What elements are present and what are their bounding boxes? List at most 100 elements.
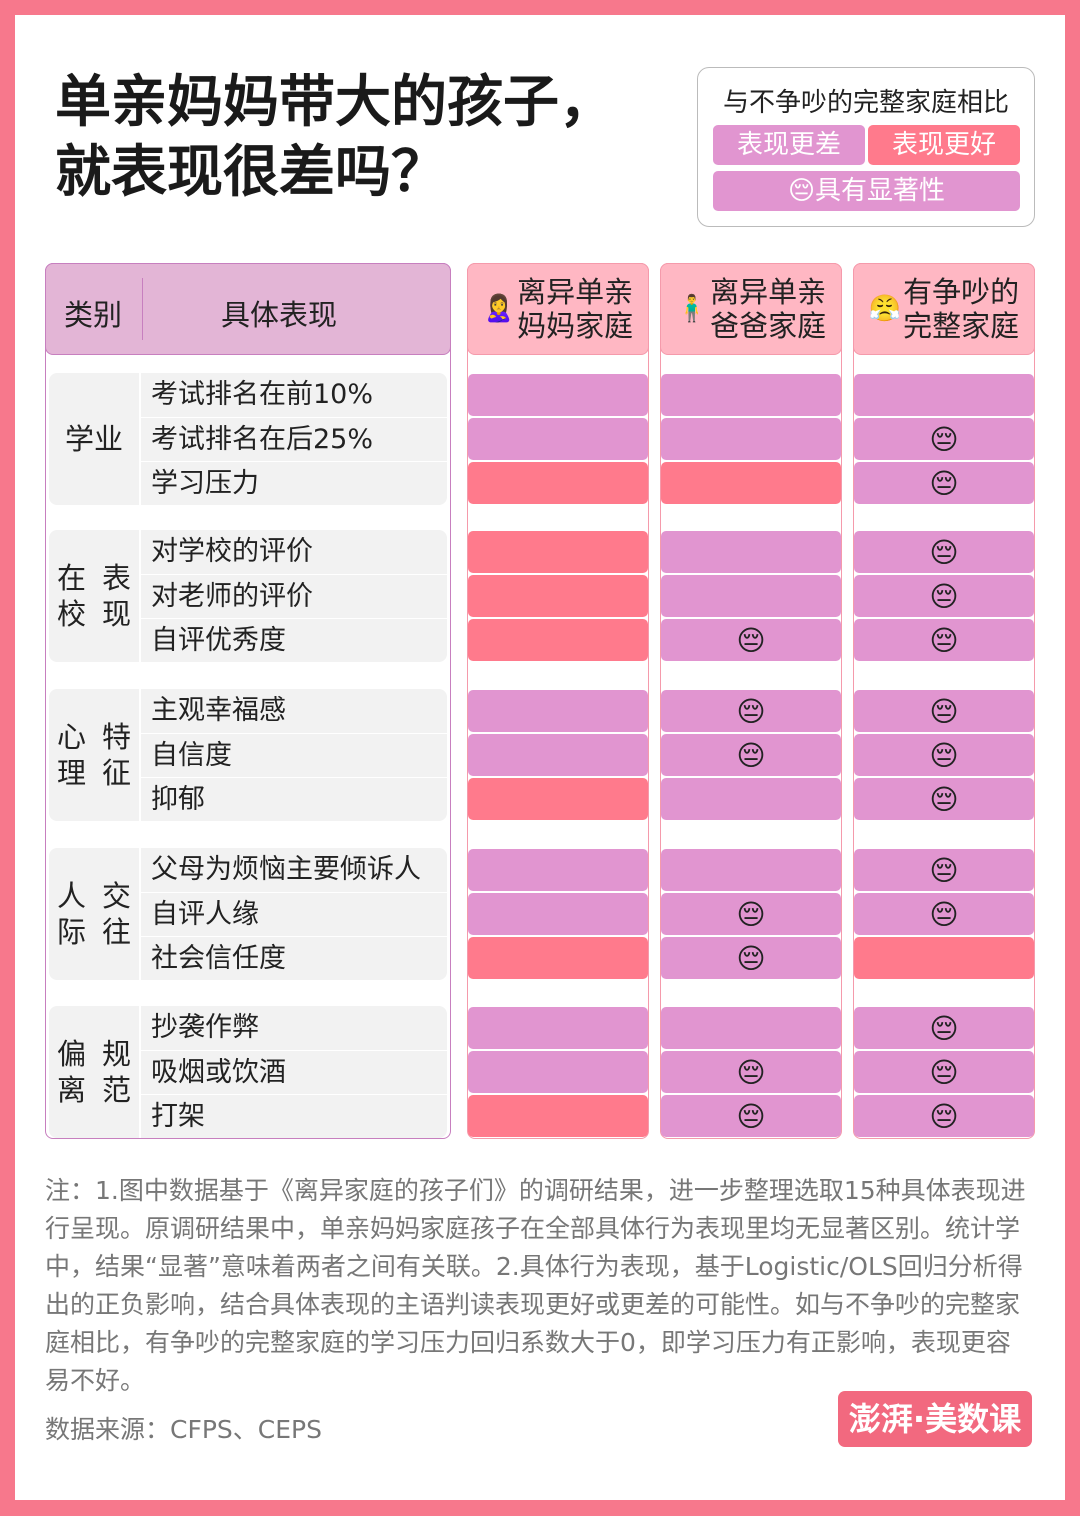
column-header: 😤 有争吵的 完整家庭 <box>853 263 1035 355</box>
pensive-face-icon: 😔 <box>929 897 959 931</box>
table-cell-worse: 😔 <box>854 1051 1034 1093</box>
category-divider <box>139 689 141 821</box>
table-cell-worse: 😔 <box>854 462 1034 504</box>
table-cell-worse: 😔 <box>854 690 1034 732</box>
table-cell-worse: 😔 <box>854 619 1034 661</box>
title-line: 单亲妈妈带大的孩子， <box>55 70 615 135</box>
pensive-face-icon: 😔 <box>929 1055 959 1089</box>
table-cell-worse <box>661 418 841 460</box>
table-cell-worse <box>468 1007 648 1049</box>
column-label-line: 离异单亲 <box>710 275 827 309</box>
column-emoji-icon: 🧍‍♂️ <box>675 294 709 324</box>
item-label: 对老师的评价 <box>141 574 447 618</box>
table-cell-better <box>468 619 648 661</box>
table-cell-worse <box>468 893 648 935</box>
column-label: 离异单亲 妈妈家庭 <box>517 275 633 343</box>
table-cell-worse: 😔 <box>854 778 1034 820</box>
item-label: 打架 <box>141 1094 447 1138</box>
item-label: 学习压力 <box>141 461 447 505</box>
pensive-face-icon: 😔 <box>929 422 959 456</box>
category-label: 人际 交往 <box>56 879 131 949</box>
table-cell-worse: 😔 <box>854 849 1034 891</box>
table-cell-worse: 😔 <box>854 531 1034 573</box>
table-cell-worse <box>468 849 648 891</box>
column-emoji-icon: 😤 <box>868 294 902 324</box>
legend-worse: 表现更差 <box>713 125 865 165</box>
category-divider <box>139 1006 141 1138</box>
legend-title: 与不争吵的完整家庭相比 <box>722 88 1009 118</box>
item-label: 吸烟或饮酒 <box>141 1050 447 1094</box>
category-divider <box>139 530 141 662</box>
legend-significant: 😔具有显著性 <box>713 171 1020 211</box>
table-cell-worse <box>468 1051 648 1093</box>
table-cell-worse: 😔 <box>854 575 1034 617</box>
item-label: 父母为烦恼主要倾诉人 <box>151 854 421 885</box>
pensive-face-icon: 😔 <box>929 853 959 887</box>
brand-logo: 澎湃·美数课 <box>838 1391 1032 1447</box>
table-cell-worse <box>661 849 841 891</box>
table-cell-worse: 😔 <box>854 1095 1034 1137</box>
table-cell-worse: 😔 <box>661 1095 841 1137</box>
category-label: 在校 表现 <box>56 561 131 631</box>
table-cell-worse: 😔 <box>661 734 841 776</box>
pensive-face-icon: 😔 <box>736 941 766 975</box>
data-source: 数据来源：CFPS、CEPS <box>45 1415 322 1444</box>
category-label: 学业 <box>64 422 123 456</box>
table-cell-better <box>468 462 648 504</box>
table-cell-better <box>468 531 648 573</box>
item-label: 自评优秀度 <box>141 618 447 662</box>
footnote: 注：1.图中数据基于《离异家庭的孩子们》的调研结果，进一步整理选取15种具体表现… <box>45 1176 1026 1395</box>
column-label-line: 离异单亲 <box>517 275 634 309</box>
table-cell-worse: 😔 <box>661 619 841 661</box>
table-cell-better <box>468 1095 648 1137</box>
category-group <box>49 373 447 505</box>
table-cell-better <box>661 462 841 504</box>
table-cell-worse <box>661 778 841 820</box>
pensive-face-icon: 😔 <box>929 466 959 500</box>
table-cell-worse <box>661 1007 841 1049</box>
table-cell-worse <box>468 690 648 732</box>
pensive-face-icon: 😔 <box>736 1055 766 1089</box>
header-category: 类别 <box>64 298 123 332</box>
pensive-face-icon: 😔 <box>736 897 766 931</box>
table-cell-worse: 😔 <box>854 418 1034 460</box>
column-emoji-icon: 🙎‍♀️ <box>482 294 516 324</box>
item-label: 考试排名在后25% <box>141 417 447 461</box>
category-group <box>49 530 447 662</box>
pensive-face-icon: 😔 <box>929 782 959 816</box>
table-cell-worse: 😔 <box>661 937 841 979</box>
table-cell-worse <box>468 418 648 460</box>
item-label: 对学校的评价 <box>151 536 313 567</box>
category-divider <box>139 373 141 505</box>
table-cell-worse <box>468 374 648 416</box>
table-cell-better <box>468 575 648 617</box>
pensive-face-icon: 😔 <box>929 1099 959 1133</box>
table-cell-worse <box>468 734 648 776</box>
header-divider <box>142 278 143 340</box>
pensive-face-icon: 😔 <box>736 1099 766 1133</box>
header-item: 具体表现 <box>221 298 338 332</box>
column-label-line: 爸爸家庭 <box>710 309 827 343</box>
table-cell-worse: 😔 <box>661 1051 841 1093</box>
column-header: 🙎‍♀️ 离异单亲 妈妈家庭 <box>467 263 649 355</box>
page-title: 单亲妈妈带大的孩子， 就表现很差吗？ <box>55 68 615 208</box>
table-cell-better <box>854 937 1034 979</box>
item-label: 抄袭作弊 <box>151 1012 259 1043</box>
table-cell-worse <box>661 531 841 573</box>
table-cell-worse <box>661 575 841 617</box>
table-cell-worse: 😔 <box>854 1007 1034 1049</box>
table-cell-worse: 😔 <box>661 893 841 935</box>
legend-better: 表现更好 <box>868 125 1020 165</box>
table-cell-worse <box>854 374 1034 416</box>
category-group <box>49 848 447 980</box>
column-label-line: 完整家庭 <box>903 309 1020 343</box>
column-label-line: 有争吵的 <box>903 275 1020 309</box>
left-table-header: 类别 具体表现 <box>45 263 451 355</box>
table-cell-worse: 😔 <box>854 893 1034 935</box>
category-label: 偏离 规范 <box>56 1037 131 1107</box>
legend: 与不争吵的完整家庭相比 表现更差 表现更好 😔具有显著性 <box>697 67 1035 227</box>
item-label: 主观幸福感 <box>151 695 286 726</box>
pensive-face-icon: 😔 <box>929 579 959 613</box>
pensive-face-icon: 😔 <box>736 694 766 728</box>
table-cell-better <box>468 937 648 979</box>
